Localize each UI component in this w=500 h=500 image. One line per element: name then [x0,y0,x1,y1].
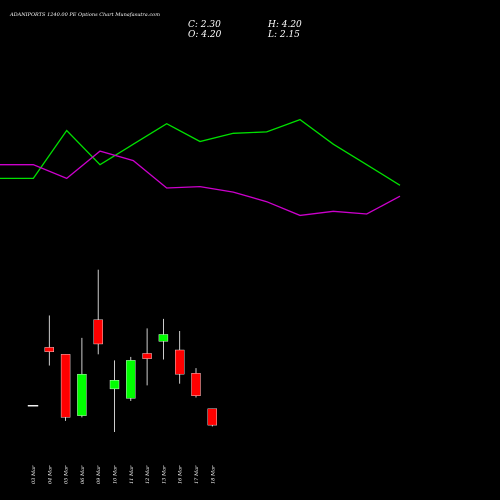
candle-body [191,373,201,396]
low-label: L: 2.15 [267,30,300,40]
close-label: C: 2.30 [188,20,221,30]
candle-body [174,349,185,375]
date-tick-label: 10 Mar [113,465,119,484]
candle-body [44,347,54,352]
candle-body [126,360,136,399]
indicator-line-1 [0,118,401,186]
date-tick-label: 18 Mar [210,465,216,484]
high-label: H: 4.20 [267,20,302,30]
date-tick-label: 04 Mar [47,465,53,484]
candle-body [93,319,103,345]
date-tick-label: 06 Mar [80,465,86,484]
candle-body [207,408,218,426]
date-tick-label: 12 Mar [145,465,151,484]
candle-body [77,373,87,416]
indicator-lines [0,118,401,217]
chart-title: ADANIPORTS 1240.00 PE Options Chart Muna… [9,12,160,18]
open-label: O: 4.20 [188,30,222,40]
date-tick-label: 11 Mar [129,465,135,484]
candle-body [60,354,71,418]
candle-body [142,353,152,359]
candle-body [27,405,39,407]
indicator-line-2 [0,150,401,217]
candle-body [109,380,120,390]
date-tick-label: 16 Mar [178,465,184,484]
date-tick-label: 13 Mar [161,465,167,484]
date-tick-label: 17 Mar [194,465,200,484]
date-ticks: 03 Mar 04 Mar 05 Mar 06 Mar 09 Mar 10 Mar 11 M… [31,465,216,484]
candle-body [158,334,169,342]
candles-group [27,269,218,433]
date-tick-label: 03 Mar [31,465,37,484]
date-tick-label: 05 Mar [64,465,70,484]
date-tick-label: 09 Mar [96,465,102,484]
